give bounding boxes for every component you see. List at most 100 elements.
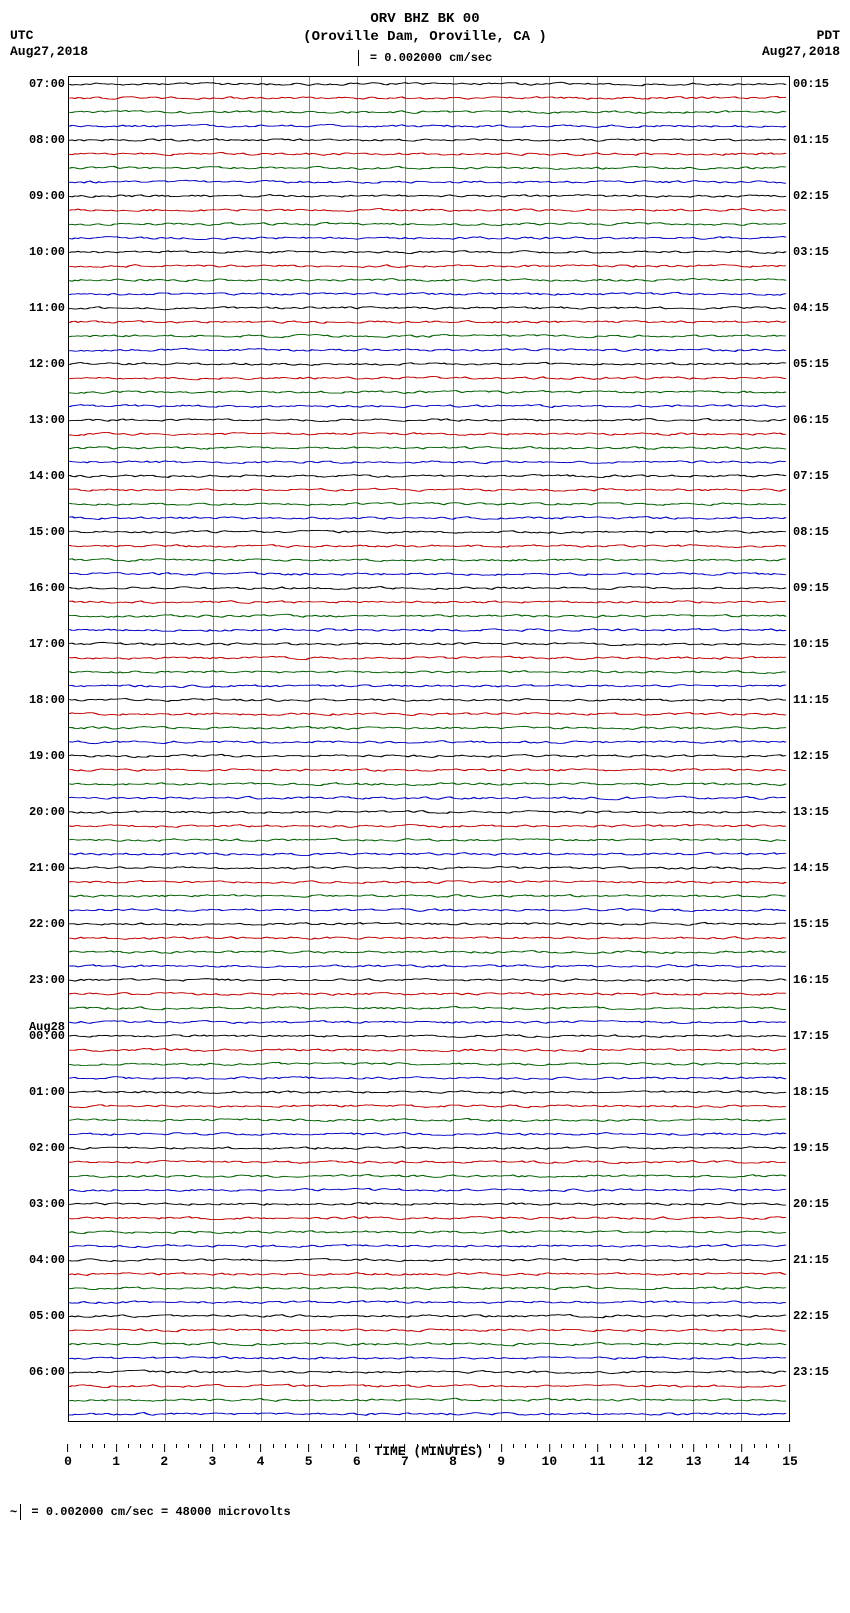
trace-row xyxy=(69,217,789,231)
utc-time-label: 22:00 xyxy=(29,917,65,931)
trace-row xyxy=(69,1393,789,1407)
utc-time-label: 07:00 xyxy=(29,77,65,91)
pdt-time-label: 08:15 xyxy=(793,525,829,539)
x-tick: 14 xyxy=(734,1444,750,1469)
utc-time-label: 09:00 xyxy=(29,189,65,203)
trace-row: 13:0006:15 xyxy=(69,413,789,427)
x-minor-tick xyxy=(140,1444,141,1448)
trace-row xyxy=(69,1323,789,1337)
scale-bar-icon xyxy=(358,50,359,66)
x-minor-tick xyxy=(513,1444,514,1448)
x-tick: 15 xyxy=(782,1444,798,1469)
x-minor-tick xyxy=(224,1444,225,1448)
trace-row xyxy=(69,623,789,637)
pdt-time-label: 07:15 xyxy=(793,469,829,483)
utc-time-label: 18:00 xyxy=(29,693,65,707)
x-minor-tick xyxy=(249,1444,250,1448)
trace-row xyxy=(69,1211,789,1225)
pdt-time-label: 01:15 xyxy=(793,133,829,147)
seismogram-container: UTC Aug27,2018 PDT Aug27,2018 ORV BHZ BK… xyxy=(10,10,840,1520)
trace-row xyxy=(69,679,789,693)
trace-row xyxy=(69,273,789,287)
trace-row xyxy=(69,385,789,399)
trace-row xyxy=(69,1071,789,1085)
trace-row: 21:0014:15 xyxy=(69,861,789,875)
utc-time-label: 00:00 xyxy=(29,1029,65,1043)
x-tick: 11 xyxy=(590,1444,606,1469)
trace-row xyxy=(69,105,789,119)
trace-row xyxy=(69,539,789,553)
x-minor-tick xyxy=(236,1444,237,1448)
location-line: (Oroville Dam, Oroville, CA ) xyxy=(10,28,840,46)
trace-row: 05:0022:15 xyxy=(69,1309,789,1323)
pdt-time-label: 06:15 xyxy=(793,413,829,427)
x-minor-tick xyxy=(477,1444,478,1448)
trace-row xyxy=(69,1295,789,1309)
trace-row xyxy=(69,735,789,749)
x-minor-tick xyxy=(670,1444,671,1448)
trace-row xyxy=(69,1169,789,1183)
pdt-label: PDT xyxy=(762,28,840,44)
trace-row xyxy=(69,1001,789,1015)
footer-wave-icon: ∼ xyxy=(10,1506,17,1520)
trace-row xyxy=(69,595,789,609)
x-minor-tick xyxy=(297,1444,298,1448)
utc-time-label: 23:00 xyxy=(29,973,65,987)
trace-row xyxy=(69,721,789,735)
footer-bar-icon xyxy=(20,1504,21,1520)
x-tick: 10 xyxy=(542,1444,558,1469)
x-tick: 1 xyxy=(112,1444,120,1469)
utc-time-label: 20:00 xyxy=(29,805,65,819)
trace-row xyxy=(69,1113,789,1127)
utc-time-label: 06:00 xyxy=(29,1365,65,1379)
trace-row xyxy=(69,203,789,217)
trace-row xyxy=(69,1267,789,1281)
utc-time-label: 03:00 xyxy=(29,1197,65,1211)
trace-row xyxy=(69,287,789,301)
trace-row: 17:0010:15 xyxy=(69,637,789,651)
trace-row xyxy=(69,175,789,189)
trace-row xyxy=(69,903,789,917)
x-minor-tick xyxy=(622,1444,623,1448)
x-minor-tick xyxy=(104,1444,105,1448)
utc-time-label: 01:00 xyxy=(29,1085,65,1099)
x-minor-tick xyxy=(718,1444,719,1448)
x-minor-tick xyxy=(465,1444,466,1448)
trace-row xyxy=(69,147,789,161)
scale-text: = 0.002000 cm/sec xyxy=(363,52,493,66)
pdt-time-label: 23:15 xyxy=(793,1365,829,1379)
pdt-time-label: 04:15 xyxy=(793,301,829,315)
plot-wrap: 07:0000:1508:0001:1509:0002:1510:0003:15… xyxy=(10,76,840,1484)
x-minor-tick xyxy=(766,1444,767,1448)
trace-row: 16:0009:15 xyxy=(69,581,789,595)
trace-row xyxy=(69,707,789,721)
top-right-block: PDT Aug27,2018 xyxy=(762,28,840,59)
scale-header: = 0.002000 cm/sec xyxy=(10,50,840,66)
trace-row: 10:0003:15 xyxy=(69,245,789,259)
trace-row xyxy=(69,1351,789,1365)
x-minor-tick xyxy=(634,1444,635,1448)
x-tick: 4 xyxy=(257,1444,265,1469)
x-minor-tick xyxy=(585,1444,586,1448)
utc-time-label: 21:00 xyxy=(29,861,65,875)
x-minor-tick xyxy=(682,1444,683,1448)
trace-row: 11:0004:15 xyxy=(69,301,789,315)
footer-text-after: 48000 microvolts xyxy=(168,1506,290,1520)
x-tick: 13 xyxy=(686,1444,702,1469)
trace-row xyxy=(69,1155,789,1169)
x-minor-tick xyxy=(345,1444,346,1448)
x-minor-tick xyxy=(176,1444,177,1448)
trace-row: 02:0019:15 xyxy=(69,1141,789,1155)
trace-row xyxy=(69,329,789,343)
pdt-time-label: 13:15 xyxy=(793,805,829,819)
trace-row: 14:0007:15 xyxy=(69,469,789,483)
trace-row: 18:0011:15 xyxy=(69,693,789,707)
pdt-time-label: 18:15 xyxy=(793,1085,829,1099)
trace-row xyxy=(69,371,789,385)
trace-row xyxy=(69,91,789,105)
pdt-date: Aug27,2018 xyxy=(762,44,840,60)
x-minor-tick xyxy=(730,1444,731,1448)
pdt-time-label: 03:15 xyxy=(793,245,829,259)
utc-time-label: 14:00 xyxy=(29,469,65,483)
pdt-time-label: 22:15 xyxy=(793,1309,829,1323)
